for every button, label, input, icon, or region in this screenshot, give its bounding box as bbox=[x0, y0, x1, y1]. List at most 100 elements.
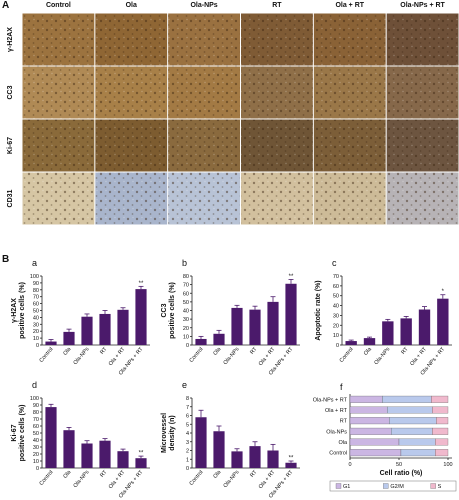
x-tick-label: Ola bbox=[212, 469, 223, 480]
bar bbox=[400, 318, 412, 345]
bar bbox=[285, 462, 297, 468]
legend-swatch bbox=[430, 483, 436, 489]
x-axis-label: Cell ratio (%) bbox=[380, 470, 423, 477]
x-tick-label: Ola bbox=[62, 469, 73, 480]
legend-label: G1 bbox=[343, 484, 350, 490]
y-tick-label: 100 bbox=[30, 274, 39, 280]
micrograph-texture bbox=[95, 172, 168, 225]
y-tick-label: 20 bbox=[333, 323, 339, 329]
axis bbox=[341, 276, 452, 346]
y-tick-label: 60 bbox=[333, 284, 339, 290]
y-tick-label: 30 bbox=[333, 313, 339, 319]
micrograph-texture bbox=[168, 66, 240, 119]
y-axis-label: Microvessel bbox=[161, 413, 168, 453]
x-tick-label: Ola-NPs bbox=[223, 346, 241, 366]
bar bbox=[267, 450, 279, 468]
x-tick-label: Control bbox=[39, 346, 55, 363]
bar bbox=[45, 341, 57, 345]
y-tick-label: 0 bbox=[36, 466, 39, 472]
y-tick-label: 20 bbox=[33, 329, 39, 335]
y-axis-label: Apoptotic rate (%) bbox=[315, 280, 322, 340]
micrograph-texture bbox=[22, 13, 95, 66]
bar bbox=[45, 407, 57, 468]
row-label: CC3 bbox=[7, 85, 14, 99]
y-tick-label: 80 bbox=[183, 274, 189, 280]
panel-letter: a bbox=[32, 258, 37, 268]
bar bbox=[81, 443, 93, 468]
bar-segment bbox=[435, 449, 449, 457]
y-tick-label: 0 bbox=[36, 343, 39, 349]
legend-swatch bbox=[335, 483, 342, 489]
bar-segment bbox=[432, 427, 449, 435]
y-tick-label: 40 bbox=[333, 304, 339, 310]
y-tick-label: 30 bbox=[183, 317, 189, 323]
micrograph-texture bbox=[22, 119, 95, 172]
bar bbox=[99, 313, 111, 345]
y-tick-label: 5 bbox=[186, 422, 189, 428]
x-tick-label: Ola-NPs bbox=[223, 469, 241, 489]
x-tick-label: Control bbox=[39, 469, 55, 486]
x-tick-label: RT bbox=[249, 469, 259, 479]
bar bbox=[195, 417, 207, 468]
x-tick-label: Ola bbox=[62, 346, 73, 357]
bar-segment bbox=[389, 417, 437, 425]
bar bbox=[213, 333, 225, 345]
y-axis-label: Ki-67 bbox=[11, 424, 18, 441]
x-tick-label: Ola-NPs bbox=[373, 346, 391, 366]
micrograph-texture bbox=[386, 66, 459, 119]
micrograph-texture bbox=[313, 119, 386, 172]
y-tick-label: 30 bbox=[33, 322, 39, 328]
column-header: RT bbox=[272, 2, 282, 9]
panel-letter: f bbox=[340, 382, 343, 392]
column-header: Ola-NPs + RT bbox=[400, 2, 445, 9]
bar bbox=[231, 451, 243, 468]
micrograph-texture bbox=[22, 66, 95, 119]
bar bbox=[63, 430, 75, 468]
bar-segment bbox=[435, 438, 449, 446]
y-tick-label: 70 bbox=[33, 417, 39, 423]
micrograph-texture bbox=[95, 13, 168, 66]
y-tick-label: 60 bbox=[33, 302, 39, 308]
bar-segment bbox=[387, 406, 433, 414]
y-tick-label: 3 bbox=[186, 440, 189, 446]
y-tick-label: 10 bbox=[33, 459, 39, 465]
x-tick-label: RT bbox=[99, 346, 109, 356]
bar-segment bbox=[349, 438, 400, 446]
bar bbox=[418, 309, 431, 345]
axis bbox=[191, 398, 300, 469]
micrograph-texture bbox=[386, 13, 459, 66]
y-tick-label: 4 bbox=[186, 431, 189, 437]
bar-segment bbox=[349, 417, 390, 425]
bar bbox=[195, 338, 207, 345]
bar-segment bbox=[382, 395, 432, 403]
significance-mark: ** bbox=[139, 281, 144, 287]
bar bbox=[382, 321, 394, 345]
y-tick-label: 60 bbox=[183, 291, 189, 297]
y-tick-label: 1 bbox=[186, 457, 189, 463]
micrograph-texture bbox=[241, 119, 313, 172]
bar-segment bbox=[391, 427, 433, 435]
y-tick-label: 30 bbox=[33, 445, 39, 451]
x-tick-label: 50 bbox=[396, 462, 402, 468]
bar bbox=[213, 431, 225, 468]
x-tick-label: Ola + RT bbox=[409, 346, 428, 367]
micrograph-texture bbox=[241, 13, 313, 66]
column-header: Ola-NPs bbox=[190, 2, 217, 9]
panel-letter: e bbox=[182, 380, 187, 390]
bar-segment bbox=[398, 438, 436, 446]
y-tick-label: 70 bbox=[333, 274, 339, 280]
y-tick-label: 20 bbox=[33, 452, 39, 458]
legend-swatch bbox=[383, 483, 389, 489]
y-tick-label: 40 bbox=[183, 309, 189, 315]
significance-mark: ** bbox=[289, 274, 294, 280]
bar-segment bbox=[349, 406, 388, 414]
y-tick-label: 50 bbox=[183, 300, 189, 306]
bar bbox=[135, 289, 147, 345]
y-tick-label: 70 bbox=[33, 295, 39, 301]
bar bbox=[117, 451, 129, 468]
bar bbox=[249, 446, 261, 468]
x-tick-label: Control bbox=[189, 346, 205, 363]
significance-mark: * bbox=[442, 289, 445, 295]
y-tick-label: Ola + RT bbox=[325, 408, 348, 414]
y-tick-label: Control bbox=[329, 451, 347, 457]
